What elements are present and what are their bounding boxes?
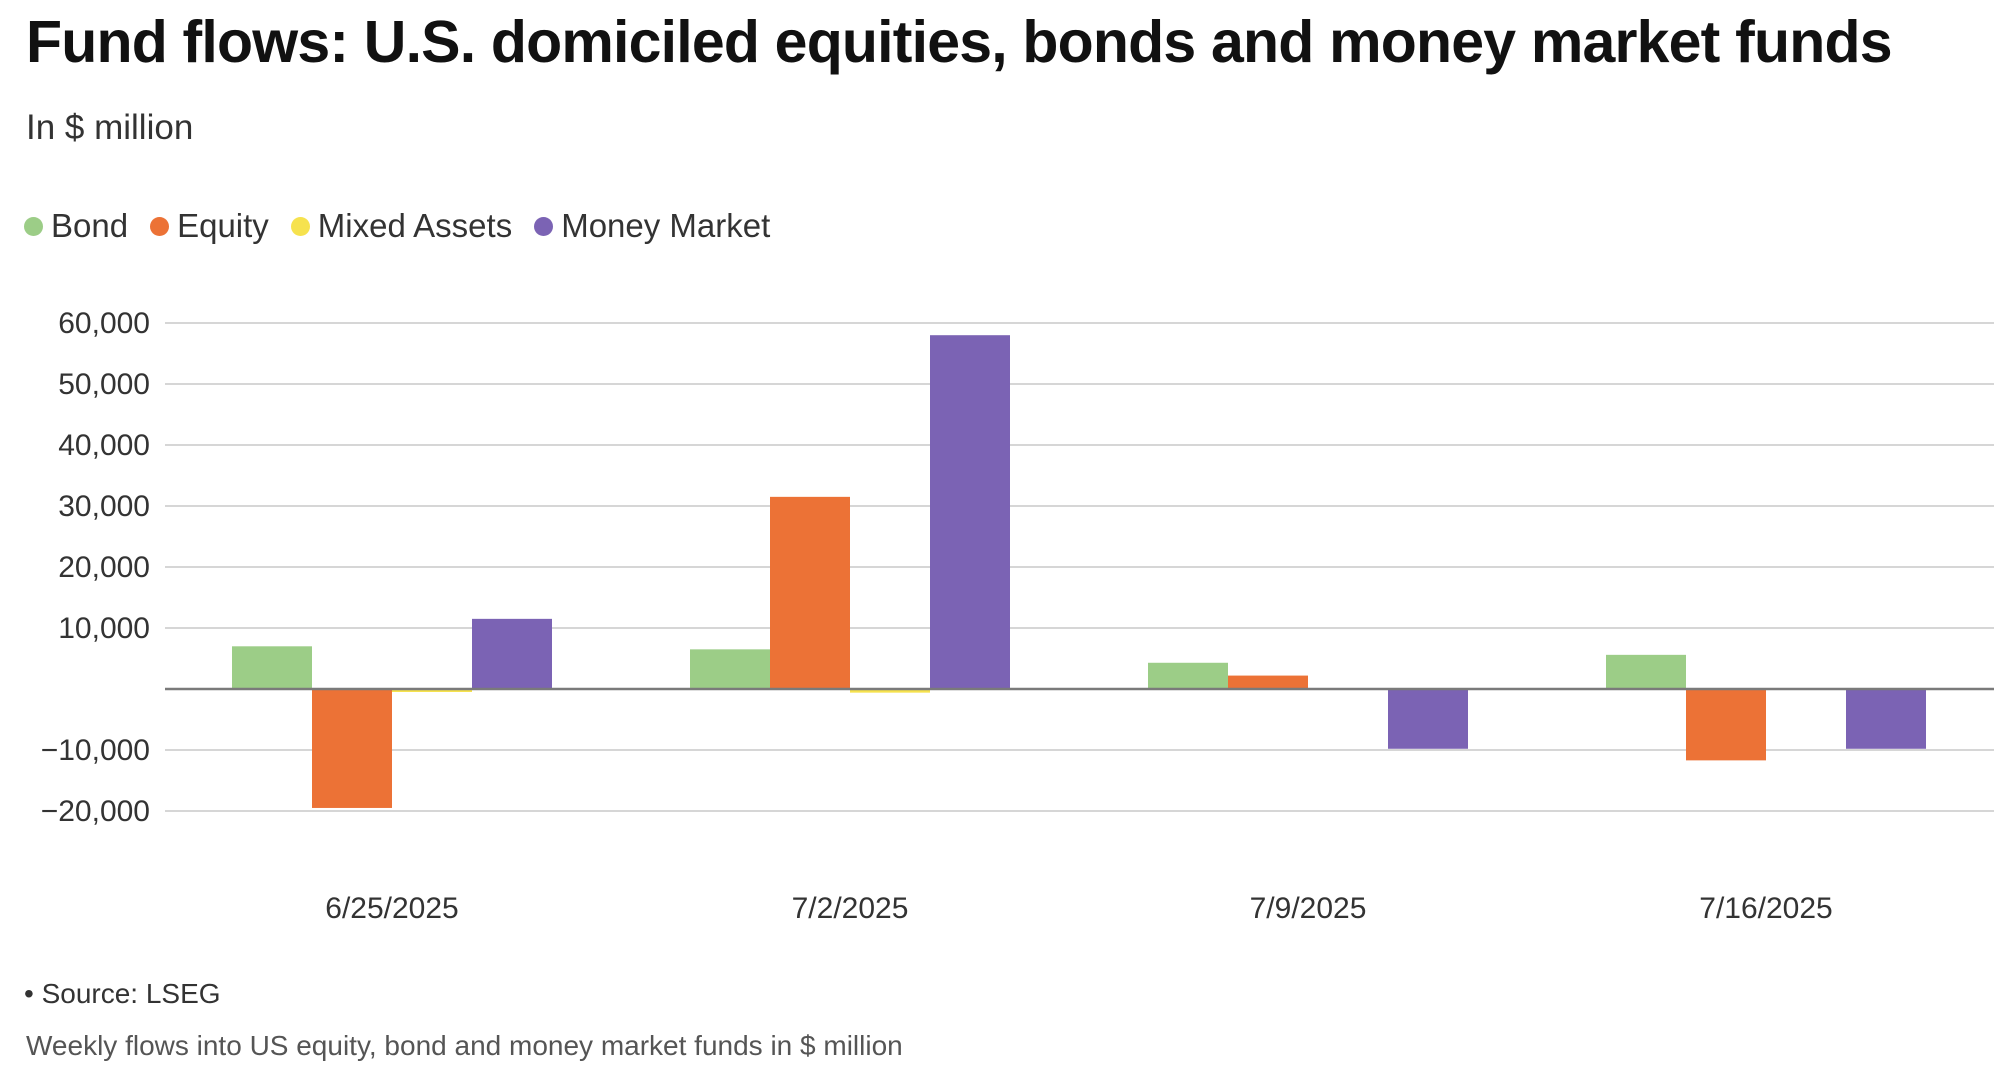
legend-swatch-mixed-assets [290, 216, 310, 236]
bar-bond-7-16-2025 [1606, 654, 1686, 689]
legend-item-money-market: Money Market [534, 207, 770, 245]
y-tick-label: 10,000 [58, 612, 150, 645]
bar-money-market-7-2-2025 [930, 335, 1010, 689]
legend-swatch-bond [24, 216, 43, 236]
bars [232, 335, 1926, 808]
bar-equity-7-16-2025 [1686, 689, 1766, 761]
x-tick-label: 6/25/2025 [325, 892, 458, 920]
bar-mixed-assets-7-2-2025 [850, 689, 930, 693]
chart-subtitle: In $ million [26, 108, 194, 147]
legend-label-money-market: Money Market [561, 207, 771, 244]
bar-equity-6-25-2025 [312, 689, 392, 808]
y-tick-label: 60,000 [58, 307, 150, 340]
chart-caption: Weekly flows into US equity, bond and mo… [26, 1030, 903, 1061]
source-note: • Source: LSEG [24, 978, 221, 1009]
legend-swatch-equity [150, 216, 170, 236]
y-tick-label: 40,000 [58, 429, 150, 462]
legend-label-mixed-assets: Mixed Assets [317, 207, 513, 244]
legend-label-bond: Bond [51, 207, 129, 244]
y-tick-label: 20,000 [58, 551, 150, 584]
bar-money-market-7-9-2025 [1388, 689, 1468, 749]
bar-equity-7-2-2025 [770, 496, 850, 689]
legend-item-equity: Equity [150, 207, 269, 245]
bar-bond-7-2-2025 [690, 649, 770, 689]
y-axis-ticks: −20,000 −10,000 10,000 20,000 30,000 40,000 50… [41, 307, 150, 828]
bar-money-market-6-25-2025 [472, 618, 552, 689]
bar-mixed-assets-6-25-2025 [392, 689, 472, 692]
bar-chart: −20,000 −10,000 10,000 20,000 30,000 40,000 50… [41, 307, 1994, 920]
bar-money-market-7-16-2025 [1846, 689, 1926, 749]
x-tick-label: 7/2/2025 [792, 892, 909, 920]
x-tick-label: 7/16/2025 [1699, 892, 1832, 920]
bar-bond-7-9-2025 [1148, 662, 1228, 689]
legend-label-equity: Equity [177, 207, 269, 244]
gridlines [165, 322, 1994, 812]
legend-item-bond: Bond [24, 207, 128, 245]
legend-item-mixed-assets: Mixed Assets [290, 207, 513, 245]
chart-title: Fund flows: U.S. domiciled equities, bon… [26, 9, 1893, 75]
y-tick-label: −10,000 [41, 734, 150, 767]
x-tick-label: 7/9/2025 [1250, 892, 1367, 920]
x-axis-ticks: 6/25/2025 7/2/2025 7/9/2025 7/16/2025 [325, 892, 1832, 920]
y-tick-label: 30,000 [58, 490, 150, 523]
bar-bond-6-25-2025 [232, 646, 312, 689]
legend-swatch-money-market [534, 216, 554, 236]
bar-equity-7-9-2025 [1228, 675, 1308, 689]
y-tick-label: −20,000 [41, 795, 150, 828]
y-tick-label: 50,000 [58, 368, 150, 401]
legend: Bond Equity Mixed Assets Money Market [24, 204, 792, 248]
